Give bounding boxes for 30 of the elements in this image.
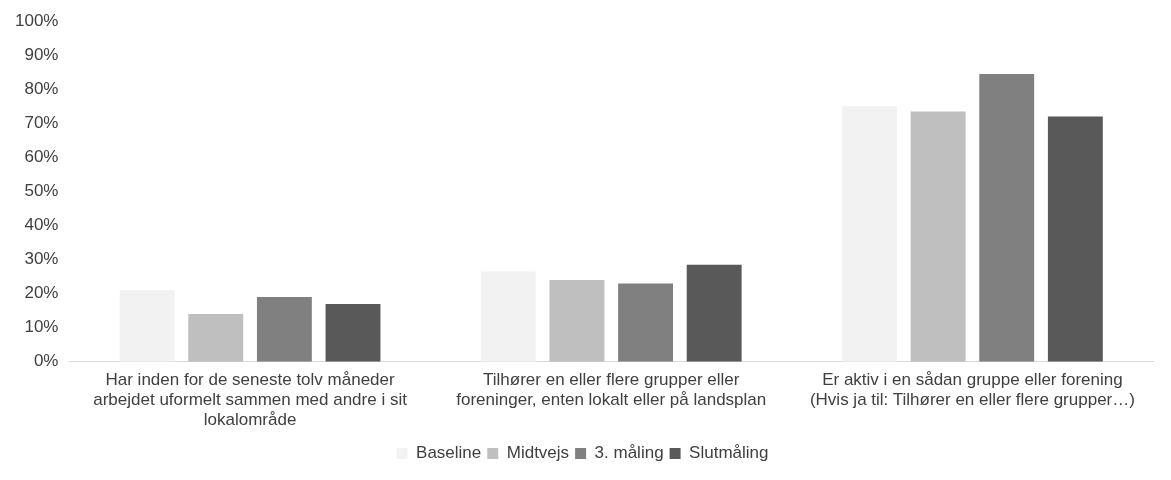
y-tick-label: 50%	[24, 181, 59, 201]
legend-label: Baseline	[416, 443, 482, 463]
legend-label: Midtvejs	[506, 443, 570, 463]
bar	[256, 297, 312, 362]
x-tick-label: Er aktiv i en sådan gruppe eller forening (Hvis ja til: Tilhører en eller flere grupper…)	[809, 369, 1135, 410]
bar	[549, 280, 605, 362]
bar	[325, 303, 381, 362]
y-tick-label: 10%	[24, 317, 59, 337]
bar	[686, 264, 742, 362]
bar	[480, 271, 536, 362]
bar	[910, 111, 966, 362]
y-tick-label: 30%	[24, 249, 59, 269]
legend-label: Slutmåling	[689, 443, 769, 463]
bar	[979, 73, 1035, 362]
y-tick-label: 90%	[24, 44, 59, 64]
bar	[618, 283, 673, 362]
y-tick-label: 40%	[24, 215, 59, 235]
y-tick-label: 0%	[33, 351, 59, 371]
bar	[188, 314, 244, 362]
bar	[119, 290, 175, 362]
bar	[1047, 116, 1103, 362]
legend-label: 3. måling	[594, 443, 664, 463]
y-tick-label: 80%	[24, 79, 59, 99]
bar	[842, 106, 897, 362]
x-tick-label: Har inden for de seneste tolv måneder arbejdet uformelt sammen med andre i sit lokalområde	[93, 369, 408, 430]
y-tick-label: 60%	[24, 147, 59, 167]
y-tick-label: 100%	[15, 10, 59, 30]
y-tick-label: 20%	[24, 283, 59, 303]
y-tick-label: 70%	[24, 113, 59, 133]
x-tick-label: Tilhører en eller flere grupper eller foreninger, enten lokalt eller på landsplan	[456, 369, 767, 410]
